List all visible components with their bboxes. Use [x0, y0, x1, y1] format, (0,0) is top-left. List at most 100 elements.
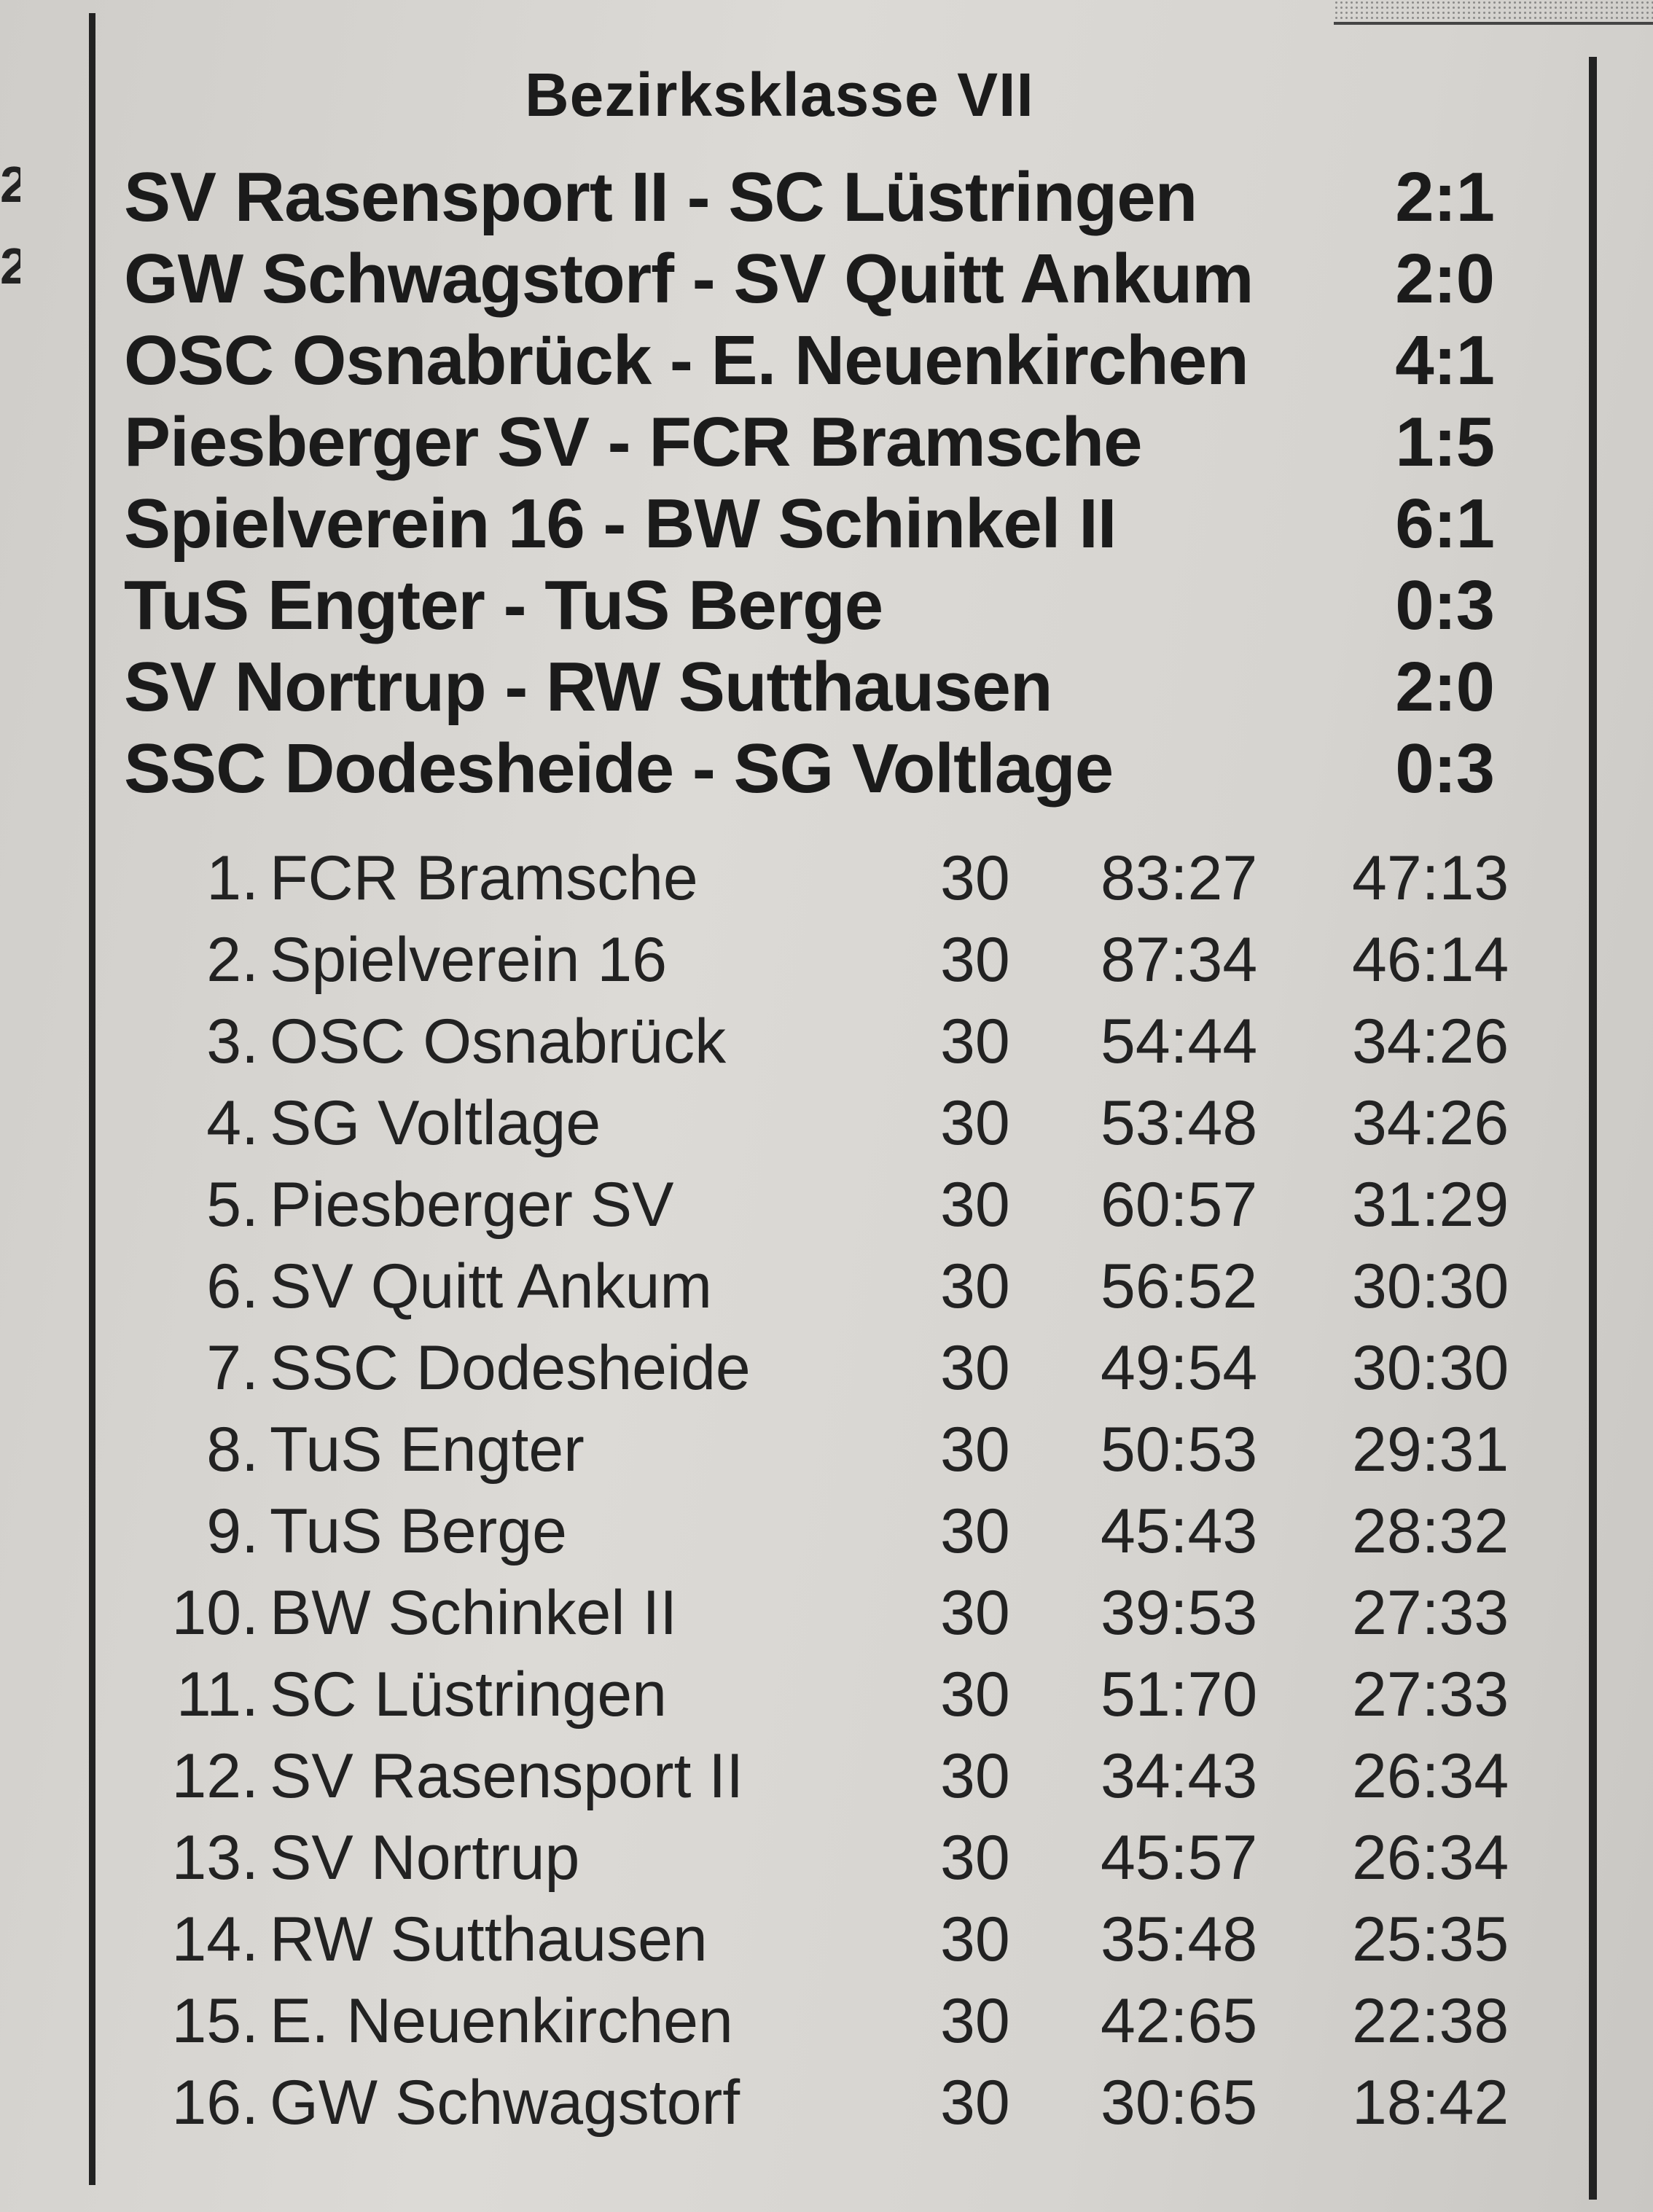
match-row: GW Schwagstorf - SV Quitt Ankum 2:0: [124, 238, 1538, 320]
standings-row: 2. Spielverein 16 30 87:34 46:14: [80, 920, 1538, 1000]
goal-difference: 42:65: [1101, 1986, 1258, 2056]
rank: 16.: [171, 2068, 259, 2138]
match-row: SSC Dodesheide - SG Voltlage 0:3: [124, 728, 1538, 810]
games-played: 30: [940, 843, 1010, 913]
match-row: TuS Engter - TuS Berge 0:3: [124, 565, 1538, 646]
match-teams: SV Rasensport II - SC Lüstringen: [124, 158, 1197, 236]
team-name: E. Neuenkirchen: [270, 1986, 733, 2056]
match-teams: TuS Engter - TuS Berge: [124, 566, 883, 644]
standings-row: 9. TuS Berge 30 45:43 28:32: [80, 1491, 1538, 1571]
games-played: 30: [940, 1007, 1010, 1076]
rank: 7.: [206, 1333, 259, 1403]
standings-row: 3. OSC Osnabrück 30 54:44 34:26: [80, 1001, 1538, 1082]
rank: 14.: [171, 1904, 259, 1974]
standings-row: 12. SV Rasensport II 30 34:43 26:34: [80, 1736, 1538, 1816]
goal-difference: 56:52: [1101, 1251, 1258, 1321]
goal-difference: 45:43: [1101, 1496, 1258, 1566]
standings-row: 1. FCR Bramsche 30 83:27 47:13: [80, 838, 1538, 918]
games-played: 30: [940, 1904, 1010, 1974]
standings-row: 11. SC Lüstringen 30 51:70 27:33: [80, 1654, 1538, 1735]
games-played: 30: [940, 1741, 1010, 1811]
points: 18:42: [1352, 2068, 1509, 2138]
rank: 4.: [206, 1088, 259, 1158]
goal-difference: 49:54: [1101, 1333, 1258, 1403]
match-score: 6:1: [1395, 485, 1495, 563]
points: 27:33: [1352, 1660, 1509, 1730]
match-score: 2:1: [1395, 158, 1495, 236]
standings-row: 5. Piesberger SV 30 60:57 31:29: [80, 1165, 1538, 1245]
games-played: 30: [940, 2068, 1010, 2138]
goal-difference: 45:57: [1101, 1823, 1258, 1893]
rank: 9.: [206, 1496, 259, 1566]
halftone-border: [1334, 0, 1653, 25]
team-name: BW Schinkel II: [270, 1578, 678, 1648]
points: 47:13: [1352, 843, 1509, 913]
points: 22:38: [1352, 1986, 1509, 2056]
rank: 12.: [171, 1741, 259, 1811]
games-played: 30: [940, 1415, 1010, 1485]
goal-difference: 53:48: [1101, 1088, 1258, 1158]
match-teams: Piesberger SV - FCR Bramsche: [124, 403, 1143, 481]
team-name: Spielverein 16: [270, 925, 668, 995]
team-name: SSC Dodesheide: [270, 1333, 751, 1403]
standings-row: 6. SV Quitt Ankum 30 56:52 30:30: [80, 1246, 1538, 1326]
match-row: SV Rasensport II - SC Lüstringen 2:1: [124, 157, 1538, 238]
games-played: 30: [940, 1578, 1010, 1648]
goal-difference: 39:53: [1101, 1578, 1258, 1648]
top-rule: [1334, 22, 1653, 25]
match-teams: Spielverein 16 - BW Schinkel II: [124, 485, 1117, 563]
games-played: 30: [940, 1660, 1010, 1730]
goal-difference: 51:70: [1101, 1660, 1258, 1730]
rank: 6.: [206, 1251, 259, 1321]
team-name: GW Schwagstorf: [270, 2068, 740, 2138]
team-name: FCR Bramsche: [270, 843, 698, 913]
points: 29:31: [1352, 1415, 1509, 1485]
match-score: 0:3: [1395, 566, 1495, 644]
games-played: 30: [940, 1496, 1010, 1566]
left-column-rule: [89, 13, 95, 2185]
match-teams: OSC Osnabrück - E. Neuenkirchen: [124, 321, 1249, 399]
points: 26:34: [1352, 1823, 1509, 1893]
rank: 1.: [206, 843, 259, 913]
team-name: SG Voltlage: [270, 1088, 601, 1158]
goal-difference: 50:53: [1101, 1415, 1258, 1485]
games-played: 30: [940, 1088, 1010, 1158]
goal-difference: 30:65: [1101, 2068, 1258, 2138]
match-row: Spielverein 16 - BW Schinkel II 6:1: [124, 483, 1538, 565]
points: 30:30: [1352, 1251, 1509, 1321]
rank: 15.: [171, 1986, 259, 2056]
rank: 13.: [171, 1823, 259, 1893]
match-score: 4:1: [1395, 321, 1495, 399]
match-row: SV Nortrup - RW Sutthausen 2:0: [124, 646, 1538, 728]
games-played: 30: [940, 1986, 1010, 2056]
points: 28:32: [1352, 1496, 1509, 1566]
team-name: SV Quitt Ankum: [270, 1251, 713, 1321]
team-name: TuS Engter: [270, 1415, 585, 1485]
goal-difference: 60:57: [1101, 1170, 1258, 1240]
points: 34:26: [1352, 1088, 1509, 1158]
match-score: 1:5: [1395, 403, 1495, 481]
points: 46:14: [1352, 925, 1509, 995]
team-name: SV Rasensport II: [270, 1741, 744, 1811]
standings-row: 13. SV Nortrup 30 45:57 26:34: [80, 1818, 1538, 1898]
goal-difference: 87:34: [1101, 925, 1258, 995]
match-score: 2:0: [1395, 240, 1495, 318]
games-played: 30: [940, 1333, 1010, 1403]
team-name: SC Lüstringen: [270, 1660, 667, 1730]
league-title: Bezirksklasse VII: [525, 60, 1034, 129]
games-played: 30: [940, 1251, 1010, 1321]
rank: 2.: [206, 925, 259, 995]
rank: 10.: [171, 1578, 259, 1648]
match-teams: SV Nortrup - RW Sutthausen: [124, 648, 1053, 726]
rank: 8.: [206, 1415, 259, 1485]
rank: 3.: [206, 1007, 259, 1076]
games-played: 30: [940, 1823, 1010, 1893]
games-played: 30: [940, 925, 1010, 995]
rank: 5.: [206, 1170, 259, 1240]
goal-difference: 35:48: [1101, 1904, 1258, 1974]
standings-row: 15. E. Neuenkirchen 30 42:65 22:38: [80, 1981, 1538, 2061]
standings-row: 8. TuS Engter 30 50:53 29:31: [80, 1410, 1538, 1490]
match-teams: GW Schwagstorf - SV Quitt Ankum: [124, 240, 1254, 318]
margin-fragment: 2: [0, 159, 20, 210]
